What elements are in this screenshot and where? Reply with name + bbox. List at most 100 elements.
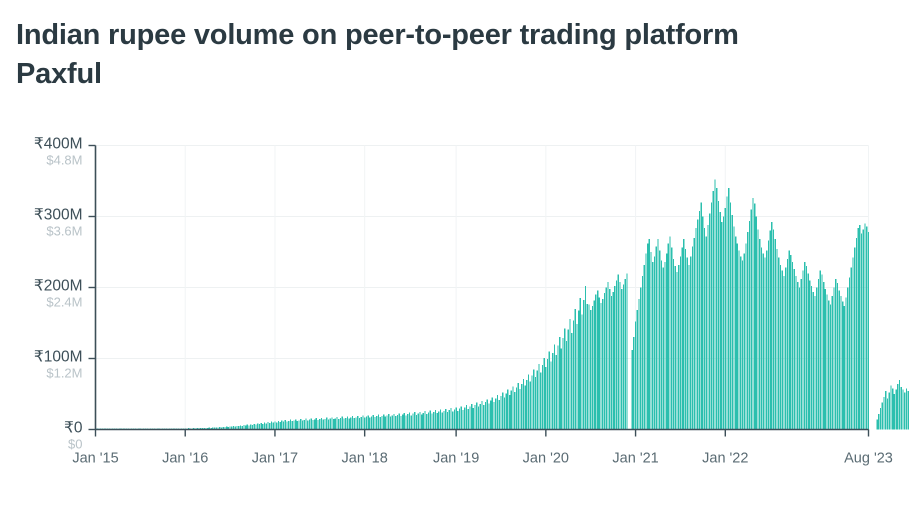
x-tick-label: Jan '19 (433, 451, 479, 467)
bar (626, 273, 628, 430)
bar (376, 416, 378, 430)
bar (745, 243, 747, 430)
bar (307, 420, 309, 430)
bar (205, 427, 207, 430)
bar (859, 225, 861, 430)
bar (809, 280, 811, 430)
bar (579, 298, 581, 430)
bar (243, 425, 245, 430)
bar (847, 287, 849, 430)
bar (488, 403, 490, 430)
bar (614, 286, 616, 430)
bar (707, 225, 709, 430)
bar (217, 427, 219, 430)
bar (900, 386, 902, 430)
bar (545, 367, 547, 430)
bar (495, 398, 497, 430)
bar (543, 358, 545, 430)
bar (678, 264, 680, 430)
bar (527, 374, 530, 430)
bar (541, 365, 544, 430)
bar (852, 257, 854, 430)
bar (817, 278, 820, 430)
bar (374, 417, 376, 430)
bar (693, 237, 695, 430)
bar (362, 415, 364, 430)
bar (722, 216, 725, 430)
x-tick-label: Jan '22 (702, 451, 748, 467)
bar (845, 297, 847, 430)
bar (436, 413, 438, 430)
bar (759, 239, 761, 430)
bar (417, 413, 419, 430)
bar (270, 421, 273, 430)
bar (434, 410, 437, 430)
bar (491, 397, 493, 430)
bar (609, 288, 611, 430)
bar (783, 276, 785, 430)
bar (305, 418, 307, 430)
bar (586, 304, 588, 430)
bar (351, 416, 354, 430)
bar (557, 345, 559, 430)
bar (736, 243, 739, 430)
bar (688, 264, 690, 430)
y-tick-label-secondary: $0 (68, 437, 82, 452)
bar (215, 427, 217, 430)
bar (879, 408, 882, 430)
bar (274, 421, 276, 430)
bar (828, 300, 830, 430)
x-tick-label: Jan '17 (252, 451, 298, 467)
bar (236, 425, 238, 430)
bar (719, 212, 721, 430)
bar (705, 236, 707, 430)
x-tick-label: Jan '21 (612, 451, 658, 467)
bar (565, 340, 568, 430)
bar (757, 229, 759, 430)
bar (669, 236, 671, 430)
bar (255, 424, 257, 430)
bar (484, 402, 487, 430)
bar (276, 422, 278, 430)
bar (702, 216, 704, 430)
bar (897, 384, 899, 430)
bar (524, 385, 526, 430)
bar (703, 227, 706, 430)
bar (779, 264, 782, 430)
bar (377, 414, 380, 430)
bar (258, 424, 261, 430)
bar (643, 264, 645, 430)
bar (691, 246, 694, 430)
bar (248, 425, 250, 430)
bar (659, 250, 661, 430)
bar (883, 396, 885, 430)
bar (526, 380, 528, 430)
bar (286, 421, 288, 430)
bar (721, 222, 723, 430)
bar (343, 418, 345, 430)
bar (439, 409, 442, 430)
bar (277, 420, 280, 430)
bar (346, 416, 349, 430)
bar (728, 188, 730, 430)
bar (890, 385, 892, 430)
bar (729, 202, 732, 430)
bar (457, 410, 459, 430)
bar (735, 236, 737, 430)
bar (326, 417, 328, 430)
bar (583, 299, 585, 430)
bar (584, 286, 587, 430)
bar (634, 321, 637, 430)
bar (743, 253, 745, 430)
bar (401, 414, 404, 430)
bar (767, 240, 770, 430)
bar (571, 332, 573, 430)
bar (690, 256, 692, 430)
bar (717, 200, 720, 430)
bar (866, 226, 868, 430)
bar (365, 416, 368, 430)
axis-lines (88, 144, 870, 437)
x-tick-label: Aug '23 (844, 451, 893, 467)
bar (388, 414, 390, 430)
